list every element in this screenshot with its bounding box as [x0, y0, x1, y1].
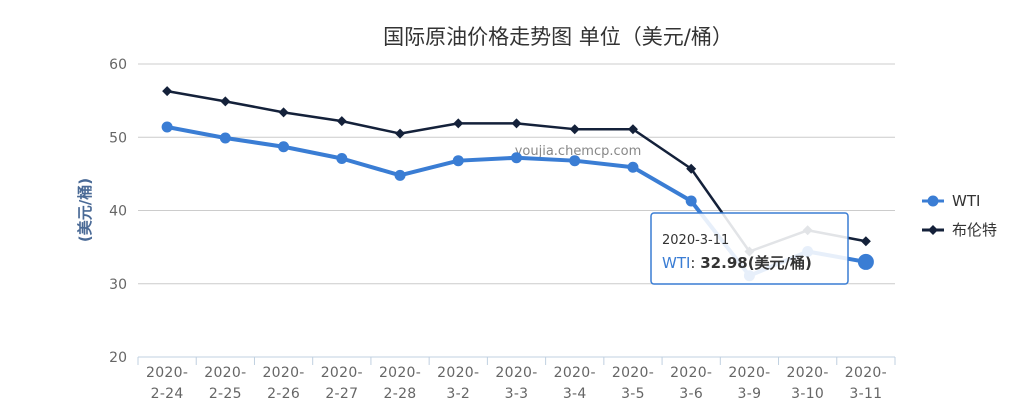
- y-tick-label: 50: [109, 130, 127, 146]
- tooltip-separator: :: [690, 254, 700, 272]
- x-tick-label: 3-4: [563, 386, 587, 402]
- y-tick-label: 30: [109, 277, 127, 293]
- x-tick-label: 2-25: [209, 386, 242, 402]
- data-point: [452, 155, 464, 167]
- x-tick-label: 2020-: [437, 365, 479, 381]
- x-tick-label: 2020-: [612, 365, 654, 381]
- tooltip-series-name: WTI: [662, 254, 690, 272]
- x-tick-label: 2020-: [262, 365, 304, 381]
- data-point: [394, 169, 406, 181]
- x-tick-label: 2-27: [325, 386, 358, 402]
- data-point: [161, 121, 173, 133]
- tooltip-value: 32.98(美元/桶): [700, 254, 812, 272]
- x-tick-label: 3-9: [738, 386, 762, 402]
- data-point: [857, 253, 874, 270]
- x-tick-label: 3-2: [446, 386, 470, 402]
- x-tick-label: 3-11: [849, 386, 882, 402]
- y-axis-ticks: 60 50 40 30 20: [109, 57, 127, 366]
- x-tick-label: 2020-: [495, 365, 537, 381]
- data-point: [627, 124, 638, 135]
- x-tick-label: 2-24: [151, 386, 184, 402]
- legend-marker: [927, 195, 939, 207]
- x-tick-label: 2020-: [787, 365, 829, 381]
- data-point: [395, 128, 406, 139]
- legend-label: 布伦特: [952, 221, 997, 239]
- x-tick-label: 3-6: [679, 386, 703, 402]
- data-point: [453, 118, 464, 129]
- data-point: [686, 163, 697, 174]
- tooltip-box: [650, 212, 849, 285]
- x-tick-label: 2020-: [379, 365, 421, 381]
- y-tick-label: 60: [109, 57, 127, 73]
- x-tick-label: 2-26: [267, 386, 300, 402]
- data-point: [336, 116, 347, 127]
- x-axis-ticks: 2020- 2-24 2020- 2-25 2020- 2-26 2020- 2-27 2020…: [137, 357, 896, 402]
- y-tick-label: 40: [109, 204, 127, 220]
- data-point: [162, 86, 173, 97]
- x-tick-label: 2-28: [384, 386, 417, 402]
- legend-marker: [928, 225, 938, 235]
- tooltip: 2020-3-11 WTI: 32.98(美元/桶): [650, 212, 849, 285]
- data-point: [569, 124, 580, 135]
- data-point: [278, 141, 290, 153]
- data-point: [685, 195, 697, 207]
- legend: WTI 布伦特: [922, 192, 997, 239]
- x-tick-label: 2020-: [321, 365, 363, 381]
- x-tick-label: 2020-: [554, 365, 596, 381]
- watermark: youjia.chemcp.com: [515, 144, 642, 159]
- data-point: [860, 236, 871, 247]
- data-point: [336, 152, 348, 164]
- x-tick-label: 2020-: [204, 365, 246, 381]
- legend-label: WTI: [952, 192, 980, 210]
- data-point: [219, 132, 231, 144]
- x-tick-label: 3-3: [505, 386, 529, 402]
- x-tick-label: 2020-: [728, 365, 770, 381]
- x-tick-label: 3-5: [621, 386, 645, 402]
- x-tick-label: 2020-: [146, 365, 188, 381]
- data-point: [627, 161, 639, 173]
- x-tick-label: 3-10: [791, 386, 824, 402]
- data-point: [569, 155, 581, 167]
- tooltip-date: 2020-3-11: [662, 233, 729, 248]
- tooltip-line: WTI: 32.98(美元/桶): [662, 254, 812, 272]
- data-point: [220, 96, 231, 107]
- data-point: [511, 118, 522, 129]
- y-tick-label: 20: [109, 350, 127, 366]
- data-point: [511, 152, 522, 164]
- data-point: [278, 107, 289, 118]
- chart-title: 国际原油价格走势图 单位（美元/桶）: [383, 25, 733, 49]
- x-tick-label: 2020-: [845, 365, 887, 381]
- x-tick-label: 2020-: [670, 365, 712, 381]
- y-axis-label: (美元/桶): [76, 178, 94, 242]
